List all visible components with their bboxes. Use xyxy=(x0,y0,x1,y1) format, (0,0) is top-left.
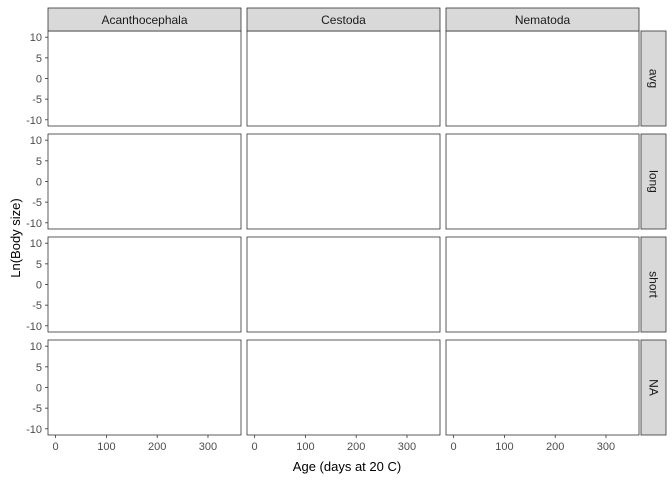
panel-nematoda-long xyxy=(445,133,640,230)
panel-border xyxy=(445,236,640,333)
strip-right-na: NA xyxy=(640,339,667,436)
strip-right-short: short xyxy=(640,236,667,333)
x-axis-tick-label: 300 xyxy=(199,441,217,453)
strip-right-background xyxy=(640,30,667,127)
x-axis-tick-label: 100 xyxy=(97,441,115,453)
strip-right-long: long xyxy=(640,133,667,230)
panel-cestoda-long xyxy=(246,133,441,230)
panel-nematoda-short xyxy=(445,236,640,333)
strip-top-label: Cestoda xyxy=(321,13,366,27)
strip-top-background xyxy=(445,7,640,32)
y-axis-tick-label: 10 xyxy=(30,238,42,250)
x-axis-tick-label: 100 xyxy=(296,441,314,453)
strip-right-background xyxy=(640,236,667,333)
panel-border xyxy=(445,133,640,230)
panel-border xyxy=(47,133,242,230)
panel-border xyxy=(47,339,242,436)
y-axis-tick-label: 0 xyxy=(36,177,42,189)
x-axis-tick-label: 0 xyxy=(252,441,258,453)
panel-border xyxy=(246,339,441,436)
y-axis-tick-label: -10 xyxy=(26,115,42,127)
strip-right-label: NA xyxy=(647,379,661,396)
y-axis-tick-label: -5 xyxy=(32,300,42,312)
panel-border xyxy=(445,339,640,436)
x-axis-tick-label: 300 xyxy=(398,441,416,453)
y-axis-tick-label: 0 xyxy=(36,74,42,86)
x-axis-tick-label: 0 xyxy=(451,441,457,453)
y-axis-tick-label: 5 xyxy=(36,53,42,65)
y-axis-tick-label: 0 xyxy=(36,383,42,395)
panel-acanthocephala-na xyxy=(47,339,242,436)
panel-acanthocephala-short xyxy=(47,236,242,333)
facet-strips-layer: Acanthocephala Cestoda Nematoda avg long shor… xyxy=(47,7,667,436)
y-axis-tick-label: 10 xyxy=(30,341,42,353)
strip-right-background xyxy=(640,339,667,436)
panel-nematoda-avg xyxy=(445,30,640,127)
y-axis-tick-label: 5 xyxy=(36,156,42,168)
y-axis-tick-label: 10 xyxy=(30,135,42,147)
panels-layer xyxy=(47,30,640,436)
panel-cestoda-short xyxy=(246,236,441,333)
x-axis-tick-label: 0 xyxy=(53,441,59,453)
panel-acanthocephala-avg xyxy=(47,30,242,127)
panel-border xyxy=(246,30,441,127)
strip-top-acanthocephala: Acanthocephala xyxy=(47,7,242,32)
y-axis-tick-label: -5 xyxy=(32,403,42,415)
panel-acanthocephala-long xyxy=(47,133,242,230)
y-axis-tick-label: 5 xyxy=(36,362,42,374)
strip-top-nematoda: Nematoda xyxy=(445,7,640,32)
y-axis-title: Ln(Body size) xyxy=(8,198,23,277)
strip-top-cestoda: Cestoda xyxy=(246,7,441,32)
panel-border xyxy=(445,30,640,127)
y-axis-tick-label: 0 xyxy=(36,280,42,292)
x-axis-tick-label: 300 xyxy=(597,441,615,453)
x-axis-tick-label: 200 xyxy=(148,441,166,453)
x-axis-tick-label: 100 xyxy=(495,441,513,453)
y-axis-tick-label: -10 xyxy=(26,218,42,230)
y-axis-tick-label: 5 xyxy=(36,259,42,271)
strip-right-label: long xyxy=(647,170,661,193)
y-axis-tick-label: -5 xyxy=(32,94,42,106)
strip-right-avg: avg xyxy=(640,30,667,127)
panel-border xyxy=(47,236,242,333)
strip-top-background xyxy=(47,7,242,32)
panel-cestoda-avg xyxy=(246,30,441,127)
y-axis-tick-label: -5 xyxy=(32,197,42,209)
strip-top-label: Nematoda xyxy=(515,13,571,27)
strip-right-label: avg xyxy=(647,69,661,88)
x-axis-title: Age (days at 20 C) xyxy=(293,459,401,474)
x-axis-tick-label: 200 xyxy=(347,441,365,453)
panel-border xyxy=(246,236,441,333)
x-axis-tick-label: 200 xyxy=(546,441,564,453)
panel-nematoda-na xyxy=(445,339,640,436)
y-axis-tick-label: -10 xyxy=(26,424,42,436)
panel-border xyxy=(47,30,242,127)
panel-border xyxy=(246,133,441,230)
strip-right-label: short xyxy=(647,271,661,298)
strip-top-label: Acanthocephala xyxy=(101,13,187,27)
strip-right-background xyxy=(640,133,667,230)
panel-cestoda-na xyxy=(246,339,441,436)
y-axis-tick-label: -10 xyxy=(26,321,42,333)
strip-top-background xyxy=(246,7,441,32)
y-axis-tick-label: 10 xyxy=(30,32,42,44)
